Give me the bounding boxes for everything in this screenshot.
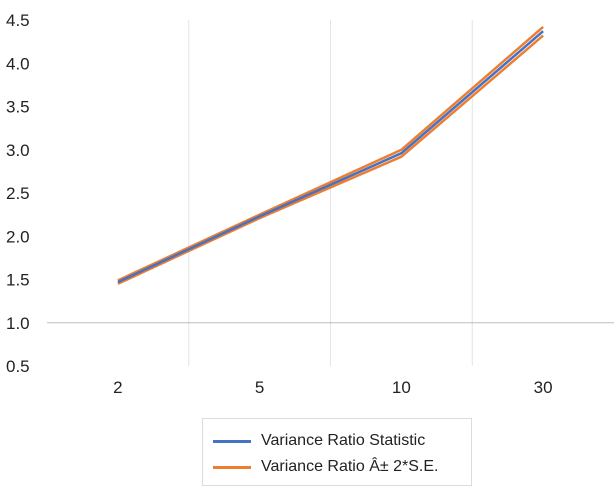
legend-label-statistic: Variance Ratio Statistic — [261, 432, 426, 449]
legend: Variance Ratio Statistic Variance Ratio … — [202, 418, 472, 486]
legend-item-statistic: Variance Ratio Statistic — [213, 431, 425, 451]
x-tick-label: 30 — [534, 378, 553, 397]
series-line-0 — [117, 30, 544, 284]
y-tick-label: 4.0 — [6, 54, 30, 73]
y-tick-label: 3.0 — [6, 141, 30, 160]
y-tick-label: 3.5 — [6, 98, 30, 117]
y-tick-label: 2.0 — [6, 227, 30, 246]
x-tick-label: 5 — [255, 378, 264, 397]
x-tick-label: 2 — [113, 378, 122, 397]
y-tick-label: 2.5 — [6, 184, 30, 203]
y-tick-label: 0.5 — [6, 357, 30, 376]
legend-label-se: Variance Ratio Â± 2*S.E. — [261, 458, 439, 475]
legend-swatch-orange — [213, 465, 251, 469]
y-tick-label: 4.5 — [6, 11, 30, 30]
y-tick-label: 1.5 — [6, 271, 30, 290]
y-tick-label: 1.0 — [6, 314, 30, 333]
legend-swatch-blue — [213, 439, 251, 443]
series-line-2 — [117, 34, 544, 285]
x-tick-label: 10 — [392, 378, 411, 397]
series-line-1 — [117, 25, 544, 282]
legend-item-se: Variance Ratio Â± 2*S.E. — [213, 457, 438, 477]
